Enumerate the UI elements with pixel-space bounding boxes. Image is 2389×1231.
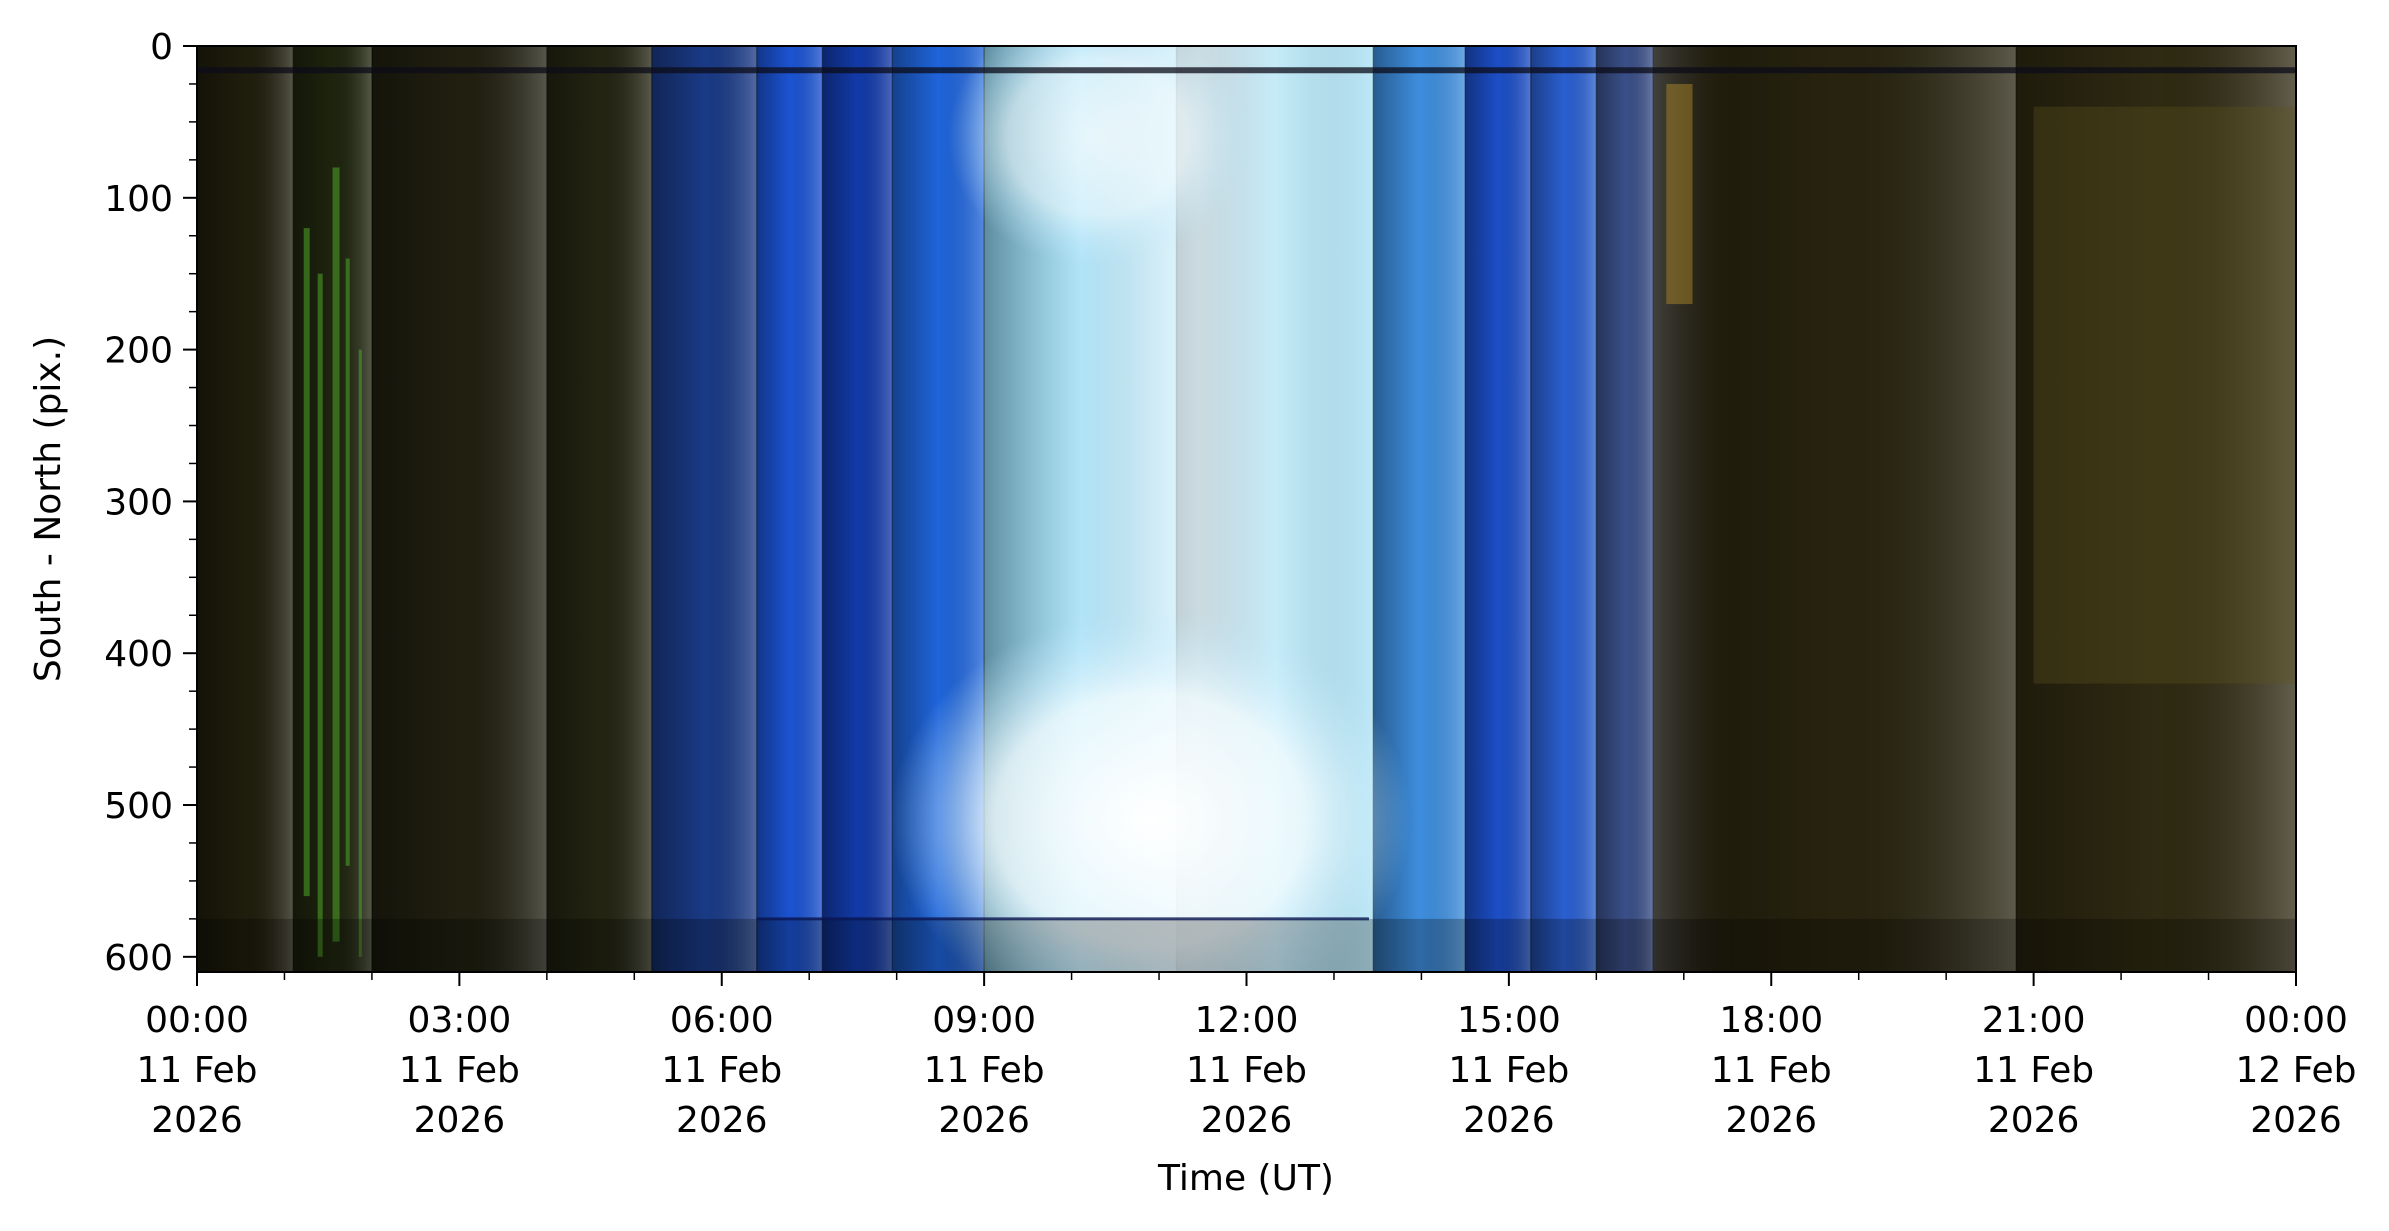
x-tick-label-4-0: 12:00 xyxy=(1195,1000,1299,1041)
x-tick-label-8-2: 2026 xyxy=(2250,1100,2342,1141)
x-tick-label-0-2: 2026 xyxy=(151,1100,243,1141)
x-tick-label-6-2: 2026 xyxy=(1725,1100,1817,1141)
x-tick-label-0-1: 11 Feb xyxy=(137,1050,258,1091)
aurora-streak-4 xyxy=(358,349,362,957)
x-tick-label-4-2: 2026 xyxy=(1201,1100,1293,1141)
keogram-band-shade-2 xyxy=(371,46,548,972)
keogram-band-shade-12 xyxy=(1530,46,1597,972)
x-tick-label-5-1: 11 Feb xyxy=(1448,1050,1569,1091)
y-tick-label-4: 400 xyxy=(104,634,173,675)
keogram-band-shade-13 xyxy=(1596,46,1654,972)
aurora-streak-1 xyxy=(317,273,323,957)
y-axis-label: South - North (pix.) xyxy=(28,336,69,682)
x-tick-label-7-2: 2026 xyxy=(1988,1100,2080,1141)
keogram-band-shade-4 xyxy=(651,46,758,972)
x-tick-label-1-1: 11 Feb xyxy=(399,1050,520,1091)
x-tick-label-4-1: 11 Feb xyxy=(1186,1050,1307,1091)
bottom-artifact-strip xyxy=(197,918,2296,972)
x-tick-label-8-1: 12 Feb xyxy=(2236,1050,2357,1091)
keogram-band-shade-3 xyxy=(546,46,653,972)
y-tick-label-6: 600 xyxy=(104,938,173,979)
x-tick-label-5-2: 2026 xyxy=(1463,1100,1555,1141)
x-tick-label-0-0: 00:00 xyxy=(145,1000,249,1041)
y-tick-label-1: 100 xyxy=(104,179,173,220)
x-tick-label-2-2: 2026 xyxy=(676,1100,768,1141)
y-tick-label-5: 500 xyxy=(104,786,173,827)
dusk-fade xyxy=(1653,46,1737,972)
x-tick-label-7-0: 21:00 xyxy=(1982,1000,2086,1041)
x-axis-label: Time (UT) xyxy=(1157,1158,1334,1199)
x-tick-label-2-1: 11 Feb xyxy=(661,1050,782,1091)
x-tick-label-1-0: 03:00 xyxy=(408,1000,512,1041)
sky-glow xyxy=(947,46,1248,268)
x-tick-label-3-0: 09:00 xyxy=(932,1000,1036,1041)
x-tick-label-3-2: 2026 xyxy=(938,1100,1030,1141)
keogram-band-shade-5 xyxy=(756,46,823,972)
glow-patch-1 xyxy=(2033,106,2296,684)
x-tick-label-7-1: 11 Feb xyxy=(1973,1050,2094,1091)
y-tick-label-0: 0 xyxy=(150,27,173,68)
x-tick-label-8-0: 00:00 xyxy=(2244,1000,2348,1041)
x-tick-label-3-1: 11 Feb xyxy=(924,1050,1045,1091)
aurora-streak-3 xyxy=(345,258,350,866)
x-tick-label-1-2: 2026 xyxy=(414,1100,506,1141)
aurora-streak-0 xyxy=(303,228,310,897)
keogram-band-shade-11 xyxy=(1465,46,1532,972)
x-axis: 00:00 11 Feb 2026 03:00 11 Feb 2026 06:00 11 Fe… xyxy=(137,972,2357,1141)
x-tick-label-5-0: 15:00 xyxy=(1457,1000,1561,1041)
top-artifact-line xyxy=(197,67,2296,74)
y-tick-label-3: 300 xyxy=(104,482,173,523)
x-tick-label-6-0: 18:00 xyxy=(1719,1000,1823,1041)
x-tick-label-6-1: 11 Feb xyxy=(1711,1050,1832,1091)
aurora-streak-2 xyxy=(332,167,340,942)
y-axis: 0 100 200 300 400 500 600 xyxy=(104,27,197,979)
y-tick-label-2: 200 xyxy=(104,331,173,372)
keogram-band-shade-0 xyxy=(197,46,294,972)
keogram-band-shade-15 xyxy=(2016,46,2296,972)
sun-glow xyxy=(890,610,1411,972)
keogram-band-shade-6 xyxy=(822,46,893,972)
x-tick-label-2-0: 06:00 xyxy=(670,1000,774,1041)
glow-patch-0 xyxy=(1666,83,1693,305)
horizon-line xyxy=(756,917,1369,921)
